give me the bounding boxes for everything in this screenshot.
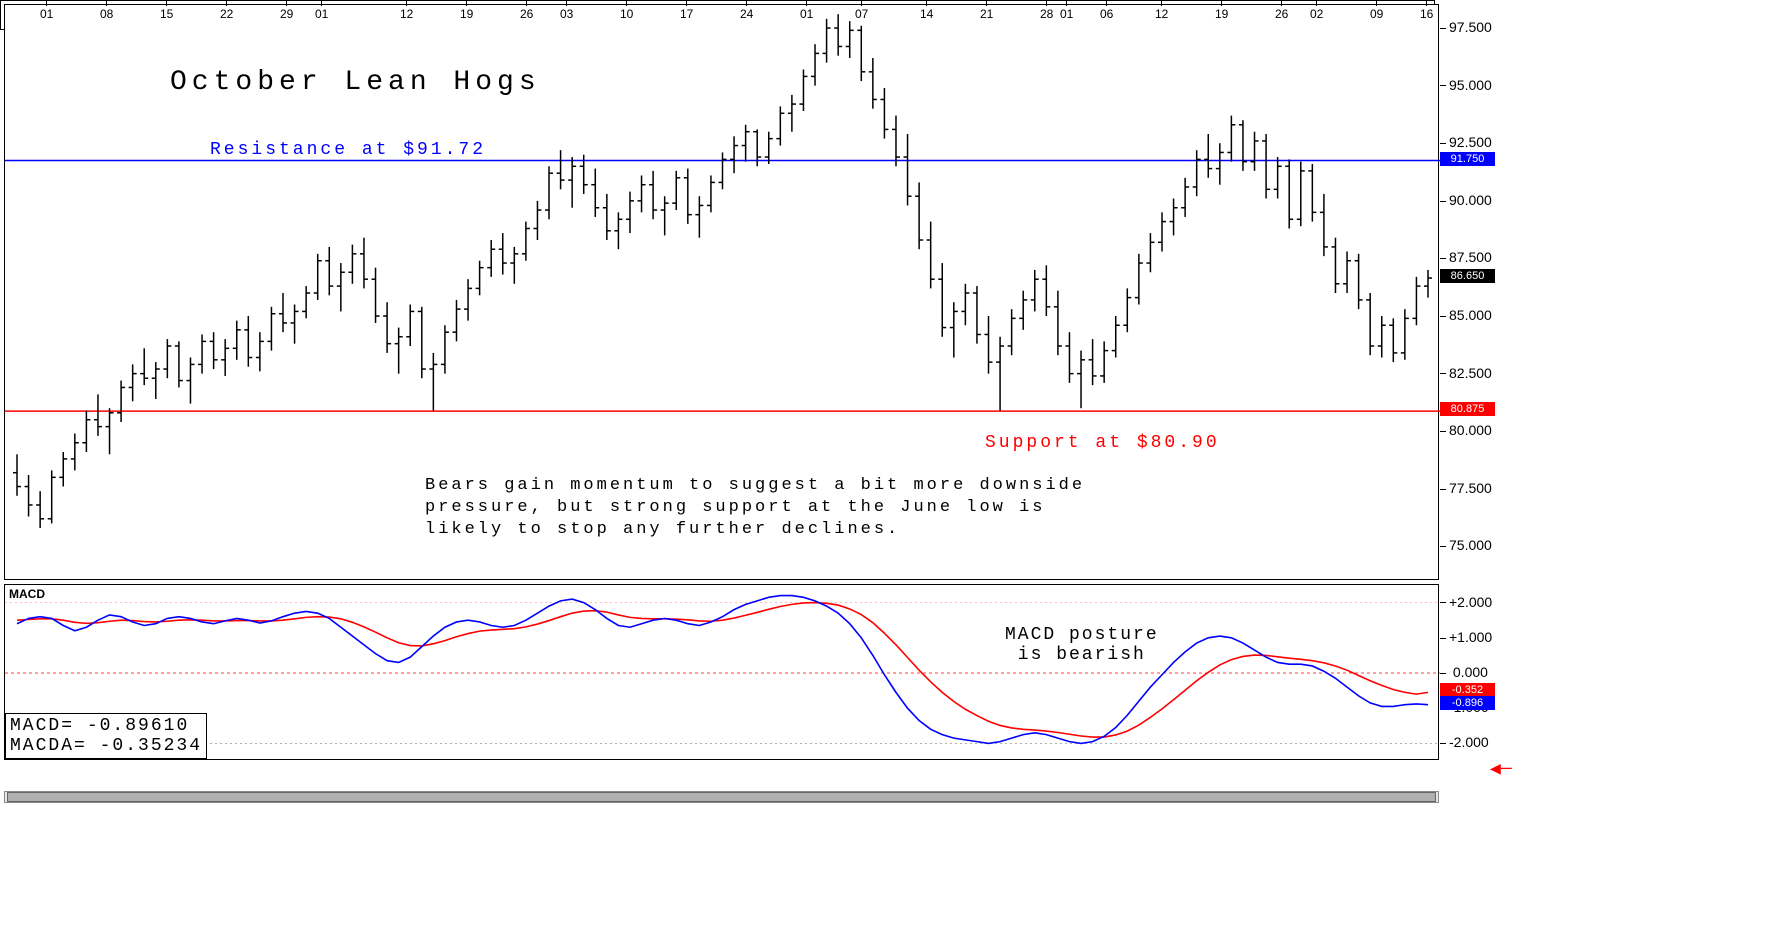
x-axis-tick: 21 bbox=[980, 0, 993, 21]
macd-ytick: +2.000 bbox=[1440, 594, 1492, 610]
x-axis-tick: 03 bbox=[560, 0, 573, 21]
price-ytick: 80.000 bbox=[1440, 422, 1492, 438]
x-axis-tick: 02 bbox=[1310, 0, 1323, 21]
macd-panel: MACD MACD posture is bearish MACD= -0.89… bbox=[4, 584, 1439, 760]
macda-label: MACDA= bbox=[10, 736, 87, 756]
support-annotation: Support at $80.90 bbox=[985, 433, 1220, 453]
macd-values-box: MACD= -0.89610 MACDA= -0.35234 bbox=[5, 713, 207, 759]
x-axis-tick: 07 bbox=[855, 0, 868, 21]
x-axis-tick: 01 bbox=[1060, 0, 1073, 21]
price-ytick: 77.500 bbox=[1440, 480, 1492, 496]
support-price-tag: 80.875 bbox=[1440, 402, 1495, 416]
x-axis-scrollbar[interactable] bbox=[4, 791, 1439, 803]
macd-ytick: -2.000 bbox=[1440, 734, 1489, 750]
macd-svg bbox=[5, 585, 1440, 761]
x-axis-tick: 17 bbox=[680, 0, 693, 21]
chart-title: October Lean Hogs bbox=[170, 67, 541, 98]
macd-label: MACD= bbox=[10, 716, 74, 736]
x-axis-tick: 19 bbox=[1215, 0, 1228, 21]
macd-ytick: +1.000 bbox=[1440, 629, 1492, 645]
price-ytick: 97.500 bbox=[1440, 19, 1492, 35]
current-price-tag: 86.650 bbox=[1440, 269, 1495, 283]
x-axis-tick: 15 bbox=[160, 0, 173, 21]
x-axis-tick: 29 bbox=[280, 0, 293, 21]
x-axis-tick: 16 bbox=[1420, 0, 1433, 21]
price-ytick: 82.500 bbox=[1440, 365, 1492, 381]
x-axis-tick: 09 bbox=[1370, 0, 1383, 21]
macd-y-axis: -2.000-1.000 0.000+1.000+2.000-0.352-0.8… bbox=[1440, 584, 1510, 760]
macda-value: -0.35234 bbox=[100, 736, 202, 756]
macd-ytick: 0.000 bbox=[1440, 664, 1488, 680]
x-axis-tick: 08 bbox=[100, 0, 113, 21]
x-axis-tick: 12 bbox=[1155, 0, 1168, 21]
resistance-annotation: Resistance at $91.72 bbox=[210, 140, 486, 160]
x-axis-tick: 26 bbox=[1275, 0, 1288, 21]
x-axis-tick: 12 bbox=[400, 0, 413, 21]
price-ytick: 85.000 bbox=[1440, 307, 1492, 323]
price-ytick: 90.000 bbox=[1440, 192, 1492, 208]
price-y-axis: 75.000 77.500 80.000 82.500 85.000 87.500 90.0… bbox=[1440, 4, 1510, 580]
macd-title: MACD bbox=[9, 587, 45, 601]
price-ytick: 87.500 bbox=[1440, 249, 1492, 265]
x-axis-tick: 01 bbox=[800, 0, 813, 21]
x-axis-tick: 06 bbox=[1100, 0, 1113, 21]
x-axis-tick: 22 bbox=[220, 0, 233, 21]
commentary-text: Bears gain momentum to suggest a bit mor… bbox=[425, 475, 1085, 541]
macd-line-tag: -0.896 bbox=[1440, 696, 1495, 710]
x-axis-tick: 26 bbox=[520, 0, 533, 21]
x-axis-tick: 01 bbox=[40, 0, 53, 21]
resistance-price-tag: 91.750 bbox=[1440, 152, 1495, 166]
macd-value: -0.89610 bbox=[87, 716, 189, 736]
x-axis-tick: 28 bbox=[1040, 0, 1053, 21]
right-arrow-icon[interactable]: ◀─ bbox=[1490, 758, 1512, 780]
macd-annotation: MACD posture is bearish bbox=[1005, 625, 1159, 665]
scrollbar-thumb[interactable] bbox=[7, 792, 1436, 802]
price-ytick: 75.000 bbox=[1440, 537, 1492, 553]
price-chart-panel: October Lean Hogs Resistance at $91.72 S… bbox=[4, 4, 1439, 580]
price-ytick: 92.500 bbox=[1440, 134, 1492, 150]
price-ytick: 95.000 bbox=[1440, 77, 1492, 93]
x-axis-tick: 19 bbox=[460, 0, 473, 21]
x-axis-tick: 14 bbox=[920, 0, 933, 21]
x-axis-tick: 10 bbox=[620, 0, 633, 21]
x-axis-tick: 24 bbox=[740, 0, 753, 21]
x-axis-tick: 01 bbox=[315, 0, 328, 21]
